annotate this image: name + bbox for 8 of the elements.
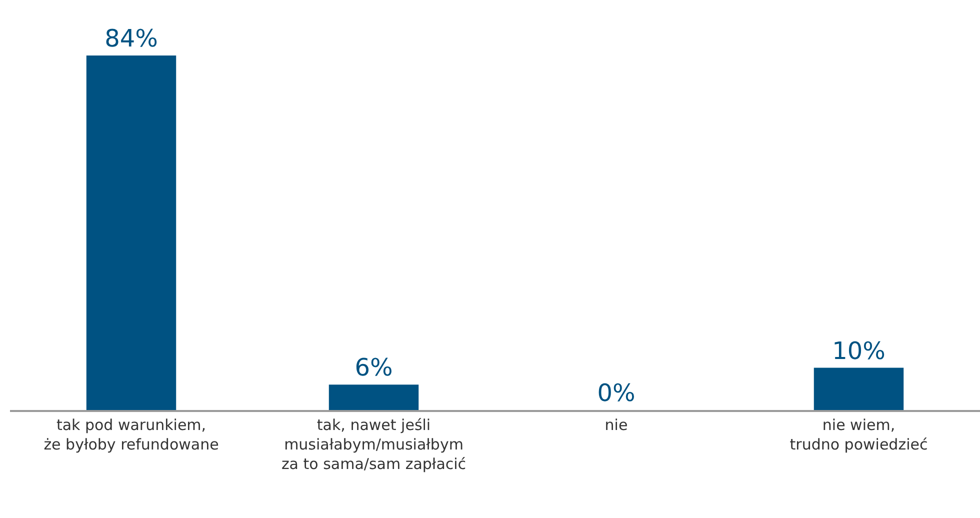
x-tick-label: tak, nawet jeśli musiałabym/musiałbym za to sama/sam zapłacić <box>281 416 466 473</box>
x-tick-label: nie <box>604 416 628 434</box>
data-label: 84% <box>104 24 158 52</box>
data-label: 6% <box>354 354 393 382</box>
x-tick-label: tak pod warunkiem, że byłoby refundowane <box>44 416 219 454</box>
x-tick-label: nie wiem, trudno powiedzieć <box>790 416 928 454</box>
data-label: 0% <box>597 379 636 407</box>
data-label: 10% <box>832 336 886 365</box>
